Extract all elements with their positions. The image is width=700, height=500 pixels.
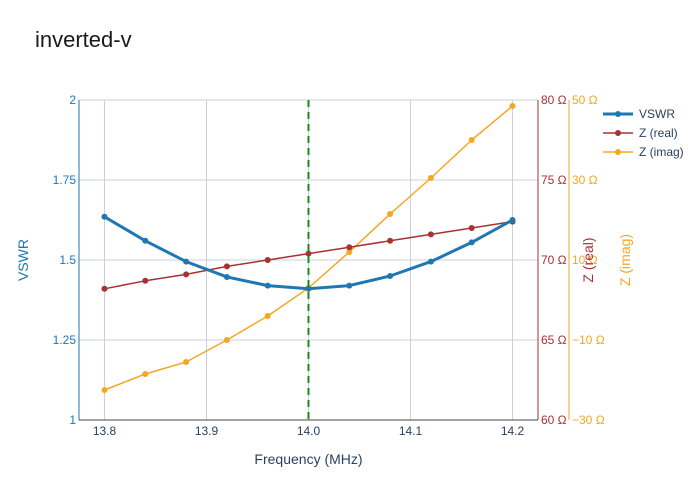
zimag-tick-label: 50 Ω xyxy=(572,93,598,107)
legend-label: Z (real) xyxy=(639,126,678,140)
zreal-tick-label: 80 Ω xyxy=(541,93,567,107)
legend-item[interactable]: Z (imag) xyxy=(603,145,684,159)
data-point-zreal[interactable] xyxy=(101,285,108,292)
legend-item[interactable]: Z (real) xyxy=(603,126,678,140)
x-tick-label: 13.8 xyxy=(93,424,117,438)
legend[interactable]: VSWR Z (real) Z (imag) xyxy=(603,107,684,159)
x-tick-label: 14.2 xyxy=(501,424,525,438)
x-tick-label: 14.0 xyxy=(297,424,321,438)
legend-label: VSWR xyxy=(639,107,675,121)
axes: 13.8 13.9 14.0 14.1 14.2 1 1.25 1.5 1.75 2 60 Ω 65 … xyxy=(15,93,633,467)
data-point-vswr[interactable] xyxy=(264,282,271,289)
data-point-zreal[interactable] xyxy=(223,263,230,270)
zimag-tick-label: 30 Ω xyxy=(572,173,598,187)
x-axis-title: Frequency (MHz) xyxy=(254,451,362,467)
legend-marker xyxy=(615,130,621,136)
zimag-axis-title: Z (imag) xyxy=(617,234,633,286)
data-point-zreal[interactable] xyxy=(427,231,434,238)
data-point-zimag[interactable] xyxy=(264,313,271,319)
data-point-zreal[interactable] xyxy=(387,237,394,244)
data-point-zreal[interactable] xyxy=(183,271,190,278)
zreal-axis-title: Z (real) xyxy=(580,237,596,282)
data-point-zimag[interactable] xyxy=(101,387,108,393)
zreal-tick-label: 60 Ω xyxy=(541,413,567,427)
zreal-tick-label: 70 Ω xyxy=(541,253,567,267)
legend-marker xyxy=(615,111,621,117)
zreal-tick-label: 75 Ω xyxy=(541,173,567,187)
data-point-zimag[interactable] xyxy=(346,249,353,255)
vswr-tick-label: 1.5 xyxy=(59,253,76,267)
x-tick-label: 13.9 xyxy=(195,424,219,438)
zimag-tick-label: −30 Ω xyxy=(572,413,605,427)
data-point-zimag[interactable] xyxy=(223,337,230,343)
legend-item[interactable]: VSWR xyxy=(603,107,675,121)
data-point-zimag[interactable] xyxy=(387,211,394,217)
data-point-vswr[interactable] xyxy=(468,239,475,246)
legend-marker xyxy=(615,149,621,155)
data-point-vswr[interactable] xyxy=(305,285,312,292)
zimag-tick-label: 10 Ω xyxy=(572,253,598,267)
vswr-tick-label: 1.25 xyxy=(53,333,77,347)
data-point-zreal[interactable] xyxy=(346,244,353,251)
data-point-vswr[interactable] xyxy=(142,237,149,244)
series-layer xyxy=(101,100,516,420)
vswr-tick-label: 1 xyxy=(69,413,76,427)
legend-label: Z (imag) xyxy=(639,145,684,159)
chart-title: inverted-v xyxy=(35,27,132,52)
zimag-tick-label: −10 Ω xyxy=(572,333,605,347)
data-point-vswr[interactable] xyxy=(223,273,230,280)
data-point-vswr[interactable] xyxy=(387,273,394,279)
vswr-axis-title: VSWR xyxy=(15,239,31,281)
x-tick-label: 14.1 xyxy=(399,424,423,438)
zreal-tick-label: 65 Ω xyxy=(541,333,567,347)
data-point-vswr[interactable] xyxy=(346,282,353,289)
vswr-tick-label: 2 xyxy=(69,93,76,107)
vswr-tick-label: 1.75 xyxy=(53,173,77,187)
data-point-zimag[interactable] xyxy=(142,371,149,377)
data-point-vswr[interactable] xyxy=(101,213,108,220)
data-point-vswr[interactable] xyxy=(183,258,190,265)
data-point-zimag[interactable] xyxy=(468,137,475,143)
data-point-vswr[interactable] xyxy=(427,258,434,265)
data-point-zreal[interactable] xyxy=(305,250,312,257)
data-point-zreal[interactable] xyxy=(468,225,475,231)
data-point-zimag[interactable] xyxy=(427,175,434,181)
data-point-zimag[interactable] xyxy=(509,103,516,109)
data-point-zimag[interactable] xyxy=(183,359,190,365)
data-point-zreal[interactable] xyxy=(264,257,271,263)
data-point-vswr[interactable] xyxy=(509,217,516,223)
data-point-zreal[interactable] xyxy=(142,277,149,284)
